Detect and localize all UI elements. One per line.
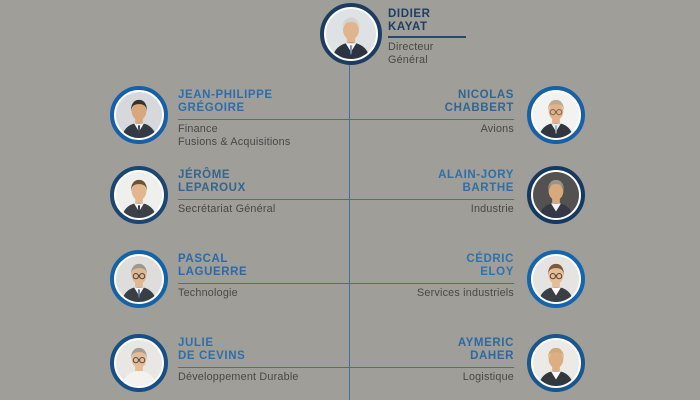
portrait-avatar bbox=[116, 340, 162, 386]
person-role: Directeur bbox=[388, 41, 434, 53]
portrait-avatar bbox=[533, 172, 579, 218]
person-role: Services industriels bbox=[416, 287, 514, 299]
person-last-name: ELOY bbox=[480, 266, 514, 278]
person-photo bbox=[527, 86, 585, 144]
portrait-avatar bbox=[326, 9, 376, 59]
person-first-name: JULIE bbox=[178, 337, 214, 349]
portrait-avatar bbox=[533, 340, 579, 386]
portrait-avatar bbox=[116, 256, 162, 302]
portrait-avatar bbox=[533, 92, 579, 138]
person-last-name: LAGUERRE bbox=[178, 266, 248, 278]
person-role: Fusions & Acquisitions bbox=[178, 135, 291, 148]
person-first-name: ALAIN-JORY bbox=[438, 169, 514, 181]
person-last-name: GRÉGOIRE bbox=[178, 102, 245, 114]
person-role: Finance bbox=[178, 123, 218, 135]
person-role: Secrétariat Général bbox=[178, 203, 276, 215]
connector-row-line bbox=[178, 283, 514, 284]
person-role: Technologie bbox=[178, 287, 238, 299]
person-role: Logistique bbox=[462, 371, 514, 383]
ceo-name-underline bbox=[388, 36, 466, 38]
person-first-name: JÉRÔME bbox=[178, 169, 231, 181]
person-photo bbox=[110, 86, 168, 144]
connector-row-line bbox=[178, 119, 514, 120]
person-role: Général bbox=[388, 53, 428, 66]
person-photo bbox=[110, 250, 168, 308]
person-last-name: LEPAROUX bbox=[178, 182, 246, 194]
person-first-name: PASCAL bbox=[178, 253, 229, 265]
person-photo bbox=[527, 334, 585, 392]
person-first-name: CÉDRIC bbox=[466, 253, 514, 265]
person-role: Développement Durable bbox=[178, 371, 299, 383]
portrait-avatar bbox=[116, 172, 162, 218]
person-photo bbox=[527, 250, 585, 308]
person-first-name: DIDIER bbox=[388, 8, 431, 20]
connector-row-line bbox=[178, 199, 514, 200]
person-last-name: KAYAT bbox=[388, 21, 428, 33]
person-role: Industrie bbox=[470, 203, 514, 215]
person-last-name: BARTHE bbox=[462, 182, 514, 194]
person-first-name: AYMERIC bbox=[457, 337, 514, 349]
connector-row-line bbox=[178, 367, 514, 368]
connector-vertical-line bbox=[349, 65, 350, 400]
person-photo bbox=[110, 334, 168, 392]
person-role: Avions bbox=[480, 123, 514, 135]
person-photo bbox=[110, 166, 168, 224]
portrait-avatar bbox=[116, 92, 162, 138]
person-first-name: JEAN-PHILIPPE bbox=[178, 89, 273, 101]
person-first-name: NICOLAS bbox=[458, 89, 514, 101]
portrait-avatar bbox=[533, 256, 579, 302]
person-photo bbox=[527, 166, 585, 224]
person-last-name: DE CEVINS bbox=[178, 350, 246, 362]
person-last-name: CHABBERT bbox=[444, 102, 514, 114]
person-photo bbox=[320, 3, 382, 65]
person-last-name: DAHER bbox=[470, 350, 514, 362]
